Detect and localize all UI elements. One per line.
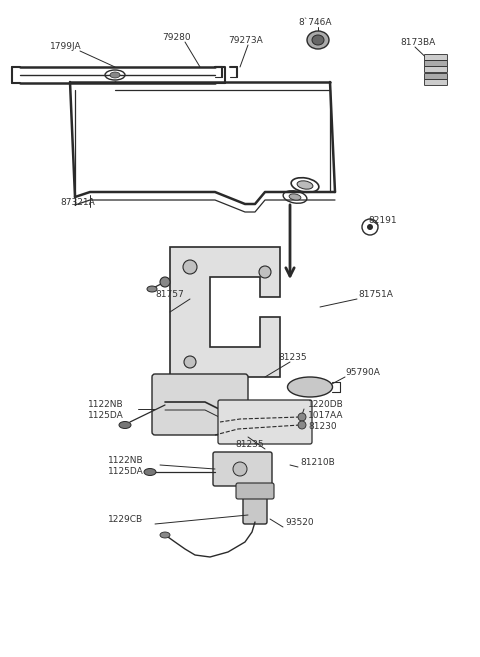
Ellipse shape <box>312 35 324 45</box>
FancyBboxPatch shape <box>213 452 272 486</box>
Text: 81235: 81235 <box>278 353 307 362</box>
Circle shape <box>183 260 197 274</box>
Ellipse shape <box>288 377 333 397</box>
Text: 1229CB: 1229CB <box>108 515 143 524</box>
FancyBboxPatch shape <box>424 66 447 72</box>
Ellipse shape <box>289 194 301 200</box>
Text: 81235: 81235 <box>235 440 264 449</box>
Circle shape <box>233 462 247 476</box>
Text: 95790A: 95790A <box>345 368 380 377</box>
FancyBboxPatch shape <box>424 60 447 66</box>
Text: 1220DB: 1220DB <box>308 400 344 409</box>
Text: 81757: 81757 <box>155 290 184 299</box>
FancyBboxPatch shape <box>424 79 447 85</box>
Circle shape <box>367 224 373 230</box>
FancyBboxPatch shape <box>218 400 312 444</box>
Ellipse shape <box>147 286 157 292</box>
Ellipse shape <box>297 181 313 189</box>
Text: 87321A: 87321A <box>60 198 95 207</box>
FancyBboxPatch shape <box>243 490 267 524</box>
Ellipse shape <box>307 31 329 49</box>
Text: 1125DA: 1125DA <box>108 467 144 476</box>
FancyBboxPatch shape <box>236 483 274 499</box>
Polygon shape <box>170 247 280 377</box>
FancyBboxPatch shape <box>424 55 447 60</box>
Text: 1017AA: 1017AA <box>308 411 344 420</box>
Text: 79273A: 79273A <box>228 36 263 45</box>
Text: 79280: 79280 <box>162 33 191 42</box>
Ellipse shape <box>144 468 156 476</box>
Circle shape <box>160 277 170 287</box>
Text: 81751A: 81751A <box>358 290 393 299</box>
Circle shape <box>298 421 306 429</box>
Text: 81210B: 81210B <box>300 458 335 467</box>
Text: 8173BA: 8173BA <box>400 38 435 47</box>
Text: 1122NB: 1122NB <box>108 456 144 465</box>
Ellipse shape <box>119 422 131 428</box>
FancyBboxPatch shape <box>424 74 447 79</box>
Text: 93520: 93520 <box>285 518 313 527</box>
Ellipse shape <box>160 532 170 538</box>
Text: 81230: 81230 <box>308 422 336 431</box>
Text: 1125DA: 1125DA <box>88 411 124 420</box>
FancyBboxPatch shape <box>152 374 248 435</box>
Text: 8`746A: 8`746A <box>298 18 332 27</box>
Text: 82191: 82191 <box>368 216 396 225</box>
Circle shape <box>184 356 196 368</box>
Circle shape <box>259 266 271 278</box>
Text: 1799JA: 1799JA <box>50 42 82 51</box>
Text: 1122NB: 1122NB <box>88 400 124 409</box>
Circle shape <box>298 413 306 421</box>
Ellipse shape <box>110 72 120 78</box>
